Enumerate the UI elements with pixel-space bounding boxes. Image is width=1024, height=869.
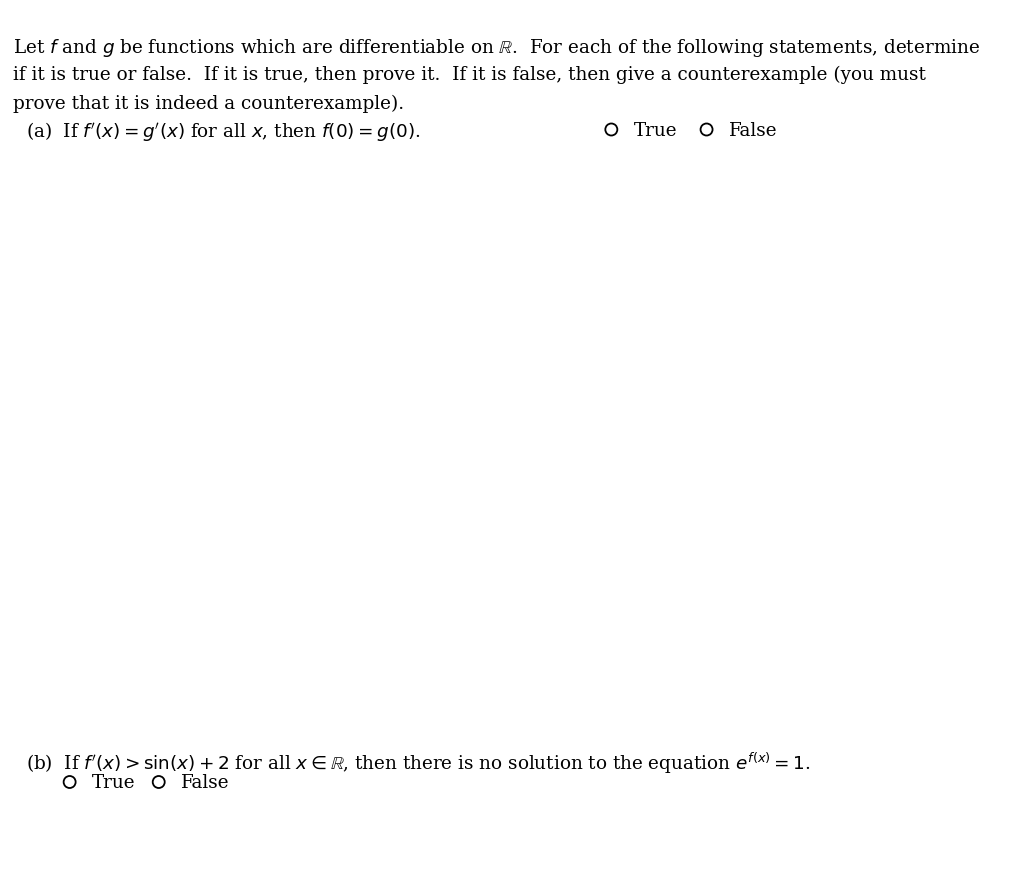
Text: Let $f$ and $g$ be functions which are differentiable on $\mathbb{R}$.  For each: Let $f$ and $g$ be functions which are d… [13,37,980,59]
Text: (b)  If $f'(x) > \sin(x) + 2$ for all $x \in \mathbb{R}$, then there is no solut: (b) If $f'(x) > \sin(x) + 2$ for all $x … [26,750,810,775]
Text: False: False [729,122,777,139]
Text: False: False [181,773,229,791]
Text: True: True [92,773,136,791]
Text: (a)  If $f'(x) = g'(x)$ for all $x$, then $f(0) = g(0)$.: (a) If $f'(x) = g'(x)$ for all $x$, then… [26,120,420,143]
Text: prove that it is indeed a counterexample).: prove that it is indeed a counterexample… [13,95,404,113]
Text: if it is true or false.  If it is true, then prove it.  If it is false, then giv: if it is true or false. If it is true, t… [13,66,926,84]
Text: True: True [634,122,678,139]
